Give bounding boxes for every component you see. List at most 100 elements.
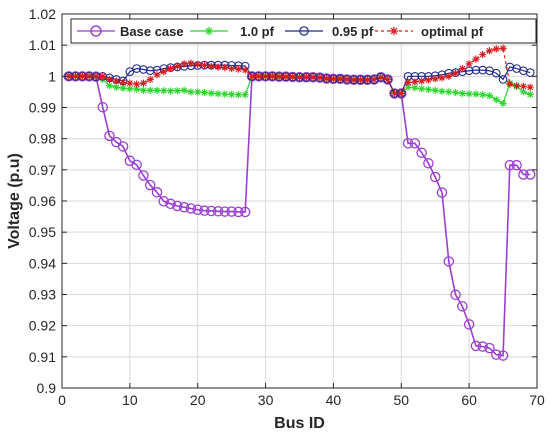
data-point [504,159,516,171]
data-point [390,89,399,98]
data-point [525,68,535,77]
data-point [180,60,188,68]
data-point [200,88,209,97]
data-point [158,196,170,207]
data-point [451,69,460,77]
data-point [112,83,120,91]
data-point [153,86,161,94]
data-point [429,171,441,183]
y-tick-label: 0.94 [29,255,56,271]
x-tick-label: 50 [393,392,409,408]
data-point [356,76,365,84]
series-optimal-pf [65,44,534,98]
data-point [505,62,515,72]
data-point [187,88,195,96]
ticks: 0 10 20 30 40 50 60 70 0.9 0.91 0.92 0.93 0.94 0.95 0.… [29,6,545,408]
data-point [485,47,494,55]
data-point [479,91,487,99]
data-point [133,80,141,88]
y-tick-label: 0.96 [29,193,56,209]
data-point [146,75,154,84]
data-point [173,62,181,70]
data-point [180,86,188,94]
legend-marker [90,25,102,37]
x-tick-label: 60 [461,392,477,408]
y-tick-label: 0.95 [29,224,56,240]
y-tick-label: 0.91 [29,349,56,365]
y-tick-label: 0.9 [37,380,57,396]
data-point [97,101,108,113]
data-point [212,206,224,217]
data-point [71,72,80,80]
data-point [457,301,468,312]
series-line [68,47,531,95]
data-point [350,76,358,84]
y-tick-label: 0.99 [29,100,56,116]
data-point [172,200,183,212]
data-point [492,45,500,53]
data-point [275,73,283,81]
data-point [499,99,507,108]
data-point [234,65,243,73]
data-point [443,256,455,267]
legend-label: 1.0 pf [240,24,275,39]
data-point [497,350,509,361]
x-tick-label: 0 [58,392,66,408]
data-point [451,88,460,97]
data-point [194,60,202,69]
data-point [239,206,251,218]
data-point [418,77,426,85]
data-point [424,76,433,84]
data-point [119,84,127,92]
data-point [268,72,276,80]
data-point [477,341,488,352]
legend-marker [299,26,309,36]
data-point [302,73,310,81]
data-point [131,159,142,171]
data-point [199,205,210,216]
data-point [241,66,249,74]
data-point [138,170,149,181]
data-point [526,90,534,99]
data-point [397,89,405,98]
data-point [221,90,229,98]
data-point [119,78,127,87]
data-point [384,75,392,84]
data-point [126,85,134,93]
data-point [233,206,244,218]
data-point [472,90,480,98]
data-point [450,289,461,301]
data-point [526,83,534,91]
data-point [160,68,168,76]
data-point [518,169,529,180]
data-point [194,88,202,96]
data-point [207,89,215,97]
data-point [491,349,502,360]
data-point [166,87,175,95]
legend-label: optimal pf [421,24,484,39]
legend-label: Base case [120,24,184,39]
data-point [519,82,528,90]
legend-marker [389,26,399,36]
data-point [192,204,203,215]
data-point [144,179,156,191]
legend-item: Base case [77,24,184,39]
x-tick-label: 10 [122,392,138,408]
data-point [248,72,256,80]
data-point [484,342,495,354]
x-tick-label: 40 [326,392,342,408]
data-point [423,158,434,169]
data-point [153,71,161,79]
data-point [78,72,86,80]
data-point [200,61,209,70]
data-point [470,340,482,352]
data-point [416,147,427,158]
y-tick-label: 1.01 [29,37,56,53]
data-point [255,72,263,80]
data-point [485,92,494,100]
data-point [214,63,222,71]
data-point [173,87,181,95]
data-point [226,206,237,217]
